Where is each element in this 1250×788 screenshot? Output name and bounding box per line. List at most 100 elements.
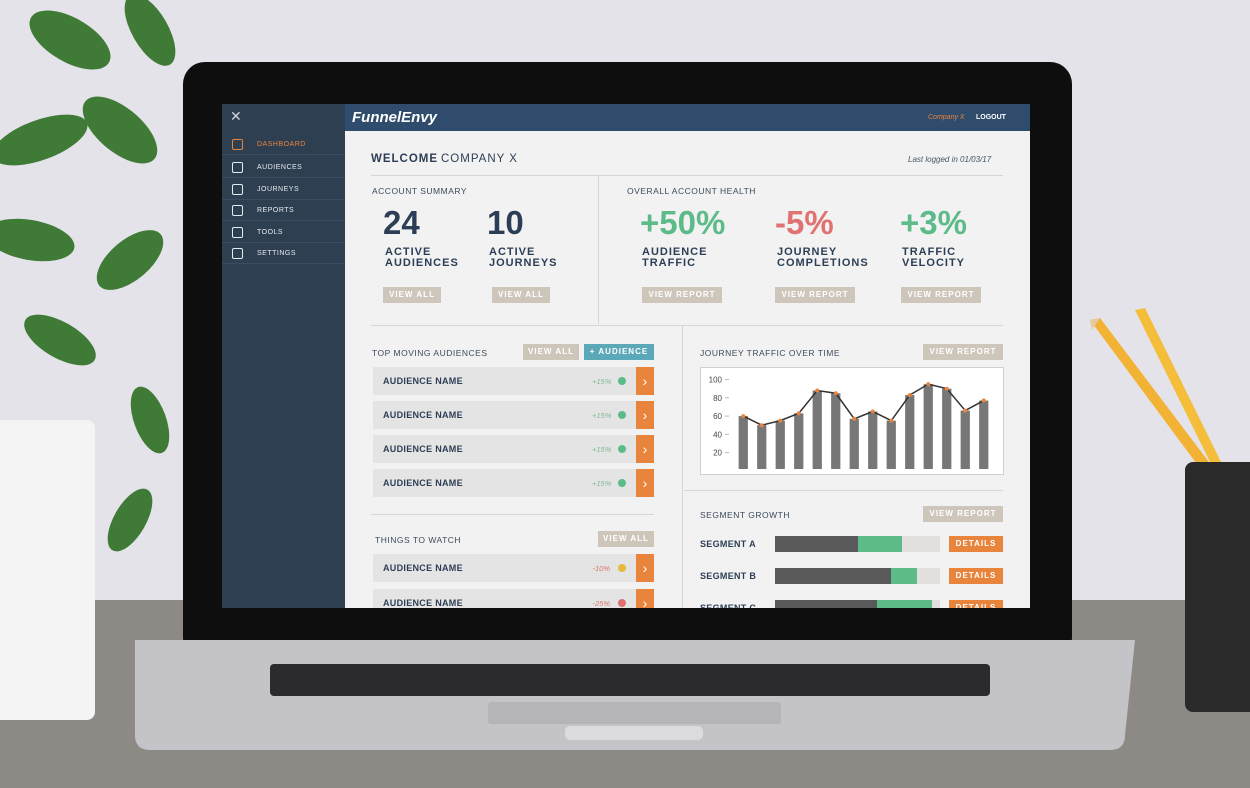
nav-item[interactable]: DASHBOARD — [257, 141, 306, 148]
stat-button[interactable]: VIEW REPORT — [642, 287, 722, 303]
segment-base — [775, 600, 878, 608]
nav-item[interactable]: JOURNEYS — [257, 186, 300, 193]
nav-icon — [232, 139, 243, 150]
stat-value: 24 — [383, 204, 420, 241]
details-button[interactable]: DETAILS — [949, 600, 1003, 608]
details-button[interactable]: DETAILS — [949, 536, 1003, 552]
brand: FunnelEnvy — [352, 109, 438, 126]
mug — [0, 420, 95, 720]
segment-name: SEGMENT C — [700, 603, 757, 608]
company-link[interactable]: Company X — [928, 114, 965, 121]
audience-row[interactable] — [373, 589, 636, 608]
stat-button[interactable]: VIEW REPORT — [901, 287, 981, 303]
stat-button[interactable]: VIEW REPORT — [775, 287, 855, 303]
bar — [868, 411, 878, 469]
section-title: SEGMENT GROWTH — [700, 510, 790, 520]
welcome-greeting: WELCOME — [371, 153, 439, 165]
y-tick-label: 100 — [709, 376, 723, 385]
view-report-button[interactable]: VIEW REPORT — [923, 506, 1003, 522]
hinge-notch — [565, 726, 703, 740]
status-dot — [618, 377, 626, 385]
audience-name: AUDIENCE NAME — [383, 444, 463, 454]
y-tick-label: 20 — [713, 449, 722, 458]
sidebar — [222, 104, 345, 608]
point-marker — [889, 418, 894, 423]
bar — [886, 420, 896, 469]
nav-icon — [232, 248, 243, 259]
section-title: JOURNEY TRAFFIC OVER TIME — [700, 348, 841, 358]
welcome-name: COMPANY X — [441, 153, 518, 165]
add-audience-button[interactable]: + AUDIENCE — [584, 344, 654, 360]
audience-row[interactable] — [373, 469, 636, 497]
point-marker — [741, 414, 746, 419]
audience-name: AUDIENCE NAME — [383, 598, 463, 608]
status-dot — [618, 411, 626, 419]
nav-separator — [222, 177, 345, 178]
audience-row[interactable] — [373, 367, 636, 395]
segment-base — [775, 536, 858, 552]
nav-item[interactable]: AUDIENCES — [257, 164, 303, 171]
nav-separator — [222, 263, 345, 264]
audience-name: AUDIENCE NAME — [383, 376, 463, 386]
bar — [831, 393, 841, 469]
stat-value: -5% — [775, 204, 834, 241]
audience-row[interactable] — [373, 554, 636, 582]
details-button[interactable]: DETAILS — [949, 568, 1003, 584]
close-icon[interactable]: ✕ — [230, 108, 242, 124]
point-marker — [833, 391, 838, 396]
stat-label: ACTIVE AUDIENCES — [385, 246, 459, 269]
row-arrow[interactable]: › — [636, 367, 654, 395]
stat-button[interactable]: VIEW ALL — [383, 287, 441, 303]
chart-box: 20 40 60 80 100 — [700, 367, 1004, 475]
pencils — [1090, 308, 1225, 475]
audience-name: AUDIENCE NAME — [383, 478, 463, 488]
view-all-button[interactable]: VIEW ALL — [598, 531, 654, 547]
row-arrow[interactable]: › — [636, 554, 654, 582]
screen: ✕ FunnelEnvy Company X LOGOUT WELCOME CO… — [222, 104, 1030, 608]
divider — [684, 490, 1003, 491]
point-marker — [852, 416, 857, 421]
nav-icon — [232, 184, 243, 195]
status-dot — [618, 479, 626, 487]
stat-label: JOURNEY COMPLETIONS — [777, 246, 869, 269]
stat-label: TRAFFIC VELOCITY — [902, 246, 966, 269]
row-arrow[interactable]: › — [636, 589, 654, 608]
nav-separator — [222, 220, 345, 221]
divider — [598, 176, 599, 324]
bar — [905, 395, 915, 469]
stat-value: +3% — [900, 204, 967, 241]
point-marker — [944, 386, 949, 391]
stat-value: 10 — [487, 204, 524, 241]
view-all-button[interactable]: VIEW ALL — [523, 344, 579, 360]
pencil-holder — [1185, 462, 1250, 712]
nav-icon — [232, 205, 243, 216]
segment-growth — [857, 536, 903, 552]
view-report-button[interactable]: VIEW REPORT — [923, 344, 1003, 360]
bar — [923, 384, 933, 469]
bar — [942, 388, 952, 469]
row-arrow[interactable]: › — [636, 469, 654, 497]
audience-row[interactable] — [373, 401, 636, 429]
nav-icon — [232, 227, 243, 238]
section-title: THINGS TO WATCH — [375, 535, 462, 545]
nav-item[interactable]: REPORTS — [257, 207, 295, 214]
stat-button[interactable]: VIEW ALL — [492, 287, 550, 303]
status-dot — [618, 445, 626, 453]
bar — [738, 416, 748, 469]
audience-row[interactable] — [373, 435, 636, 463]
segment-name: SEGMENT A — [700, 539, 756, 549]
header-bar — [345, 104, 1030, 131]
audience-change: -25% — [592, 599, 610, 608]
audience-change: +15% — [592, 377, 612, 386]
logout[interactable]: LOGOUT — [976, 114, 1006, 121]
nav-item[interactable]: TOOLS — [257, 229, 284, 236]
trackpad — [488, 702, 781, 724]
row-arrow[interactable]: › — [636, 401, 654, 429]
nav-item[interactable]: SETTINGS — [257, 250, 297, 257]
row-arrow[interactable]: › — [636, 435, 654, 463]
plant — [0, 0, 176, 552]
divider — [371, 175, 1003, 176]
segment-growth — [890, 568, 917, 584]
bar — [979, 400, 989, 469]
